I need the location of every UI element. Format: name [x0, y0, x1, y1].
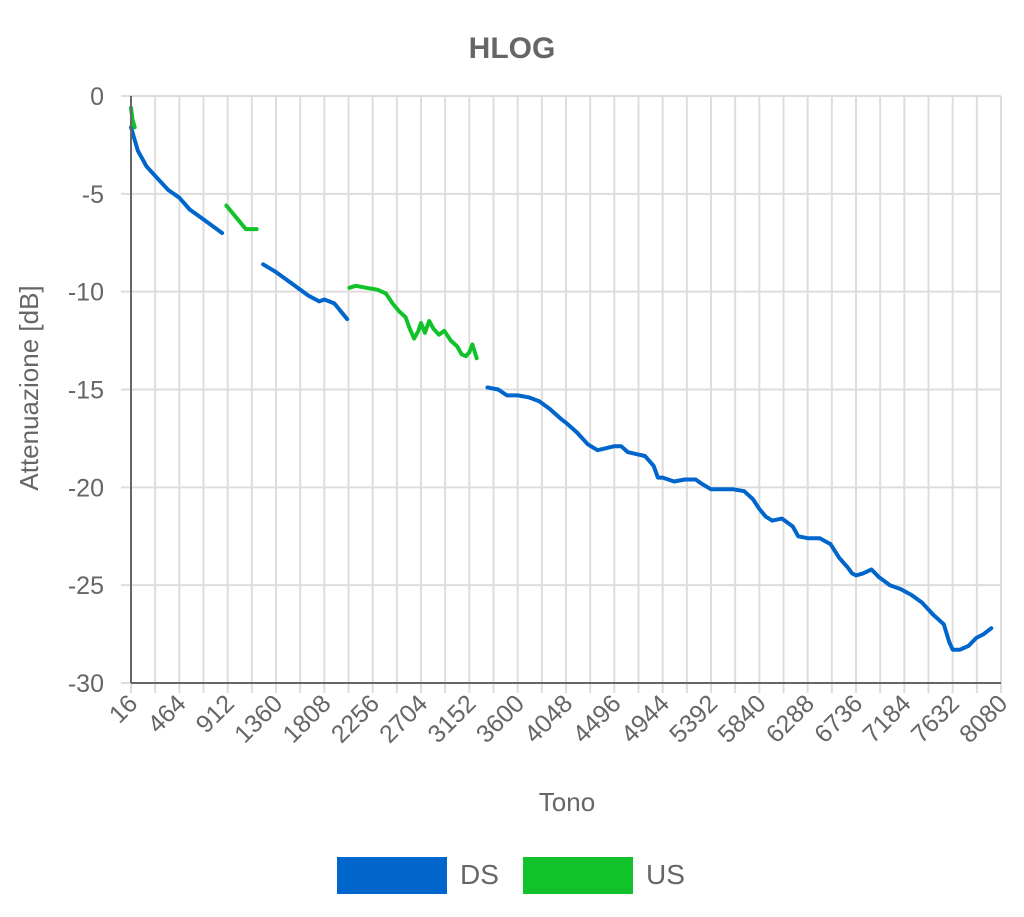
chart-title: HLOG [469, 32, 556, 65]
y-tick-label: -15 [68, 377, 104, 405]
x-tick-label: 5840 [712, 689, 771, 748]
x-tick-label: 4944 [616, 689, 675, 748]
x-tick-label: 8080 [954, 689, 1013, 748]
y-tick-label: -20 [68, 474, 104, 502]
grid [121, 95, 1002, 693]
x-tick-label: 4496 [567, 689, 626, 748]
legend-swatch-us[interactable] [523, 857, 633, 894]
legend: DS US [337, 857, 685, 894]
x-tick-label: 2704 [374, 689, 433, 748]
x-tick-label: 4048 [519, 689, 578, 748]
y-tick-label: -10 [68, 279, 104, 307]
x-tick-label: 7184 [857, 689, 916, 748]
x-tick-label: 1360 [229, 689, 288, 748]
series-line-us [347, 283, 479, 361]
legend-swatch-ds[interactable] [337, 857, 447, 894]
y-tick-label: -25 [68, 572, 104, 600]
series-line-ds [261, 262, 350, 322]
x-tick-label: 6288 [761, 689, 820, 748]
y-tick-label: -5 [82, 181, 104, 209]
series-lines [129, 105, 994, 652]
x-tick-label: 6736 [809, 689, 868, 748]
x-axis-label: Tono [539, 787, 595, 817]
series-line-ds [485, 385, 994, 652]
y-axis-label: Attenuazione [dB] [14, 285, 44, 490]
legend-label-us[interactable]: US [646, 859, 685, 890]
legend-label-ds[interactable]: DS [460, 859, 499, 890]
y-tick-labels: 0 -5 -10 -15 -20 -25 -30 [68, 83, 104, 698]
x-tick-label: 3152 [422, 689, 481, 748]
x-tick-label: 464 [142, 689, 191, 738]
x-tick-label: 5392 [664, 689, 723, 748]
x-tick-labels: 16 464 91213601808225627043152360040484496… [104, 689, 1013, 748]
x-tick-label: 7632 [906, 689, 965, 748]
x-tick-label: 1808 [277, 689, 336, 748]
x-tick-label: 3600 [471, 689, 530, 748]
x-tick-label: 16 [104, 689, 143, 728]
y-tick-label: 0 [90, 83, 104, 111]
series-line-ds [129, 125, 225, 235]
y-tick-label: -30 [68, 670, 104, 698]
x-tick-label: 2256 [326, 689, 385, 748]
series-line-us [224, 203, 259, 232]
